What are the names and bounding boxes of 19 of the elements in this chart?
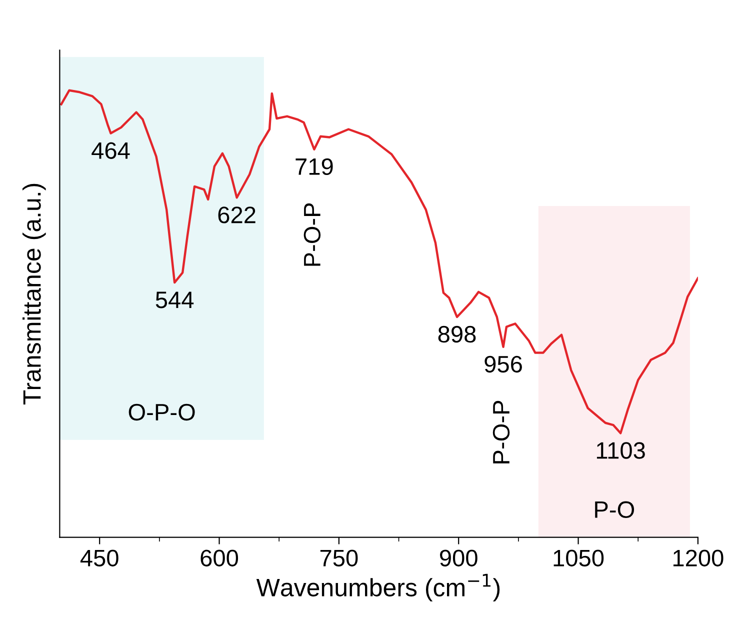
annotation: P-O-P	[304, 203, 321, 266]
annotation: 956	[484, 356, 522, 373]
annotation: 544	[156, 292, 194, 308]
y-axis-title: Transmittance (a.u.)	[22, 184, 46, 405]
x-tick-label: 900	[440, 550, 478, 566]
x-tick-label: 600	[200, 550, 238, 566]
x-tick-label: 1200	[673, 550, 724, 566]
band-label: P-O	[595, 501, 634, 518]
annotation: 464	[92, 142, 130, 159]
x-axis-title: Wavenumbers (cm$^{−1}$)	[256, 574, 500, 602]
annotation: 622	[218, 206, 256, 224]
x-tick-label: 450	[80, 550, 118, 566]
band-label: O-P-O	[128, 404, 195, 421]
annotation: 1103	[596, 442, 645, 459]
x-tick-label: 750	[320, 550, 358, 566]
x-tick-label: 1050	[554, 550, 604, 566]
annotation: 719	[296, 158, 333, 176]
annotation: 898	[438, 326, 476, 343]
annotation: P-O-P	[492, 400, 510, 464]
